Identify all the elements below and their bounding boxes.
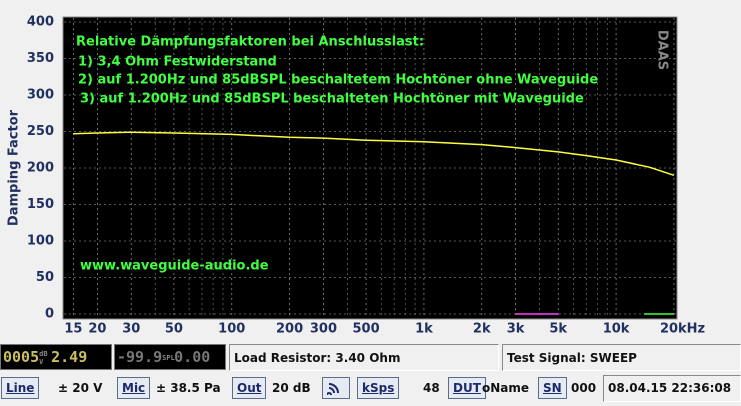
- chart: Damping Factor DAAS 0 50 100 150 200 250 300 35…: [7, 15, 706, 337]
- x-tick-label: 50: [165, 322, 183, 337]
- x-tick-label: 10k: [603, 322, 630, 337]
- x-tick-label: 15: [64, 322, 82, 337]
- annotation: 1) 3,4 Ohm Festwiderstand: [78, 55, 277, 70]
- sn-value: 000: [571, 381, 597, 395]
- y-tick-label: 50: [36, 270, 54, 285]
- signal-icon: [326, 383, 339, 398]
- watermark: DAAS: [655, 30, 670, 70]
- x-tick-label: 2k: [473, 322, 491, 337]
- signal-icon-button[interactable]: [322, 377, 350, 399]
- meter-value: 0.00: [174, 348, 211, 366]
- data-line: [73, 131, 675, 177]
- annotation: www.waveguide-audio.de: [80, 259, 269, 274]
- y-tick-label: 400: [27, 15, 54, 30]
- sn-button[interactable]: SN: [538, 377, 567, 399]
- line-range: ± 20 V: [58, 381, 103, 395]
- y-axis-label: Damping Factor: [7, 109, 22, 226]
- out-button[interactable]: Out: [232, 377, 267, 399]
- ksps-value: 48: [423, 381, 440, 395]
- annotation: 3) auf 1.200Hz und 85dBSPL beschalteten …: [80, 92, 584, 107]
- line-button[interactable]: Line: [1, 377, 40, 399]
- x-tick-label: 100: [218, 322, 245, 337]
- meter-value: 0005: [3, 348, 40, 366]
- x-tick-label: 1k: [415, 322, 433, 337]
- y-tick-label: 150: [27, 197, 54, 212]
- meter-left: 0005dB V 2.49: [0, 344, 112, 370]
- ksps-button[interactable]: kSps: [357, 377, 400, 399]
- meter-unit: dB V: [39, 349, 48, 366]
- out-gain: 20 dB: [272, 381, 311, 395]
- meter-value: -99.9: [117, 348, 163, 366]
- y-tick-label: 250: [27, 124, 54, 139]
- mic-button[interactable]: Mic: [117, 377, 151, 399]
- load-resistor: Load Resistor: 3.40 Ohm: [229, 344, 499, 371]
- meter-right: -99.9SPL0.00: [114, 344, 226, 370]
- y-tick-label: 300: [27, 88, 54, 103]
- x-tick-label: 500: [352, 322, 379, 337]
- x-tick-label: 200: [276, 322, 303, 337]
- dut-name: oName: [482, 381, 530, 395]
- y-tick-label: 0: [45, 307, 54, 322]
- meter-unit: SPL: [162, 353, 175, 362]
- datetime: 08.04.15 22:36:08: [603, 375, 741, 402]
- x-tick-label: 3k: [507, 322, 525, 337]
- y-tick-label: 100: [27, 234, 54, 249]
- x-tick-label: 300: [310, 322, 337, 337]
- x-tick-label: 20kHz: [660, 322, 705, 337]
- mic-range: ± 38.5 Pa: [156, 381, 221, 395]
- x-tick-label: 30: [122, 322, 140, 337]
- x-tick-label: 20: [88, 322, 106, 337]
- dut-button[interactable]: DUT: [448, 377, 486, 399]
- annotation: Relative Dämpfungsfaktoren bei Anschluss…: [76, 35, 424, 50]
- meter-value: 2.49: [51, 348, 88, 366]
- x-tick-label: 5k: [549, 322, 567, 337]
- y-tick-label: 350: [27, 51, 54, 66]
- y-tick-label: 200: [27, 161, 54, 176]
- test-signal: Test Signal: SWEEP: [502, 344, 741, 371]
- annotation: 2) auf 1.200Hz und 85dBSPL beschaltetem …: [78, 73, 598, 88]
